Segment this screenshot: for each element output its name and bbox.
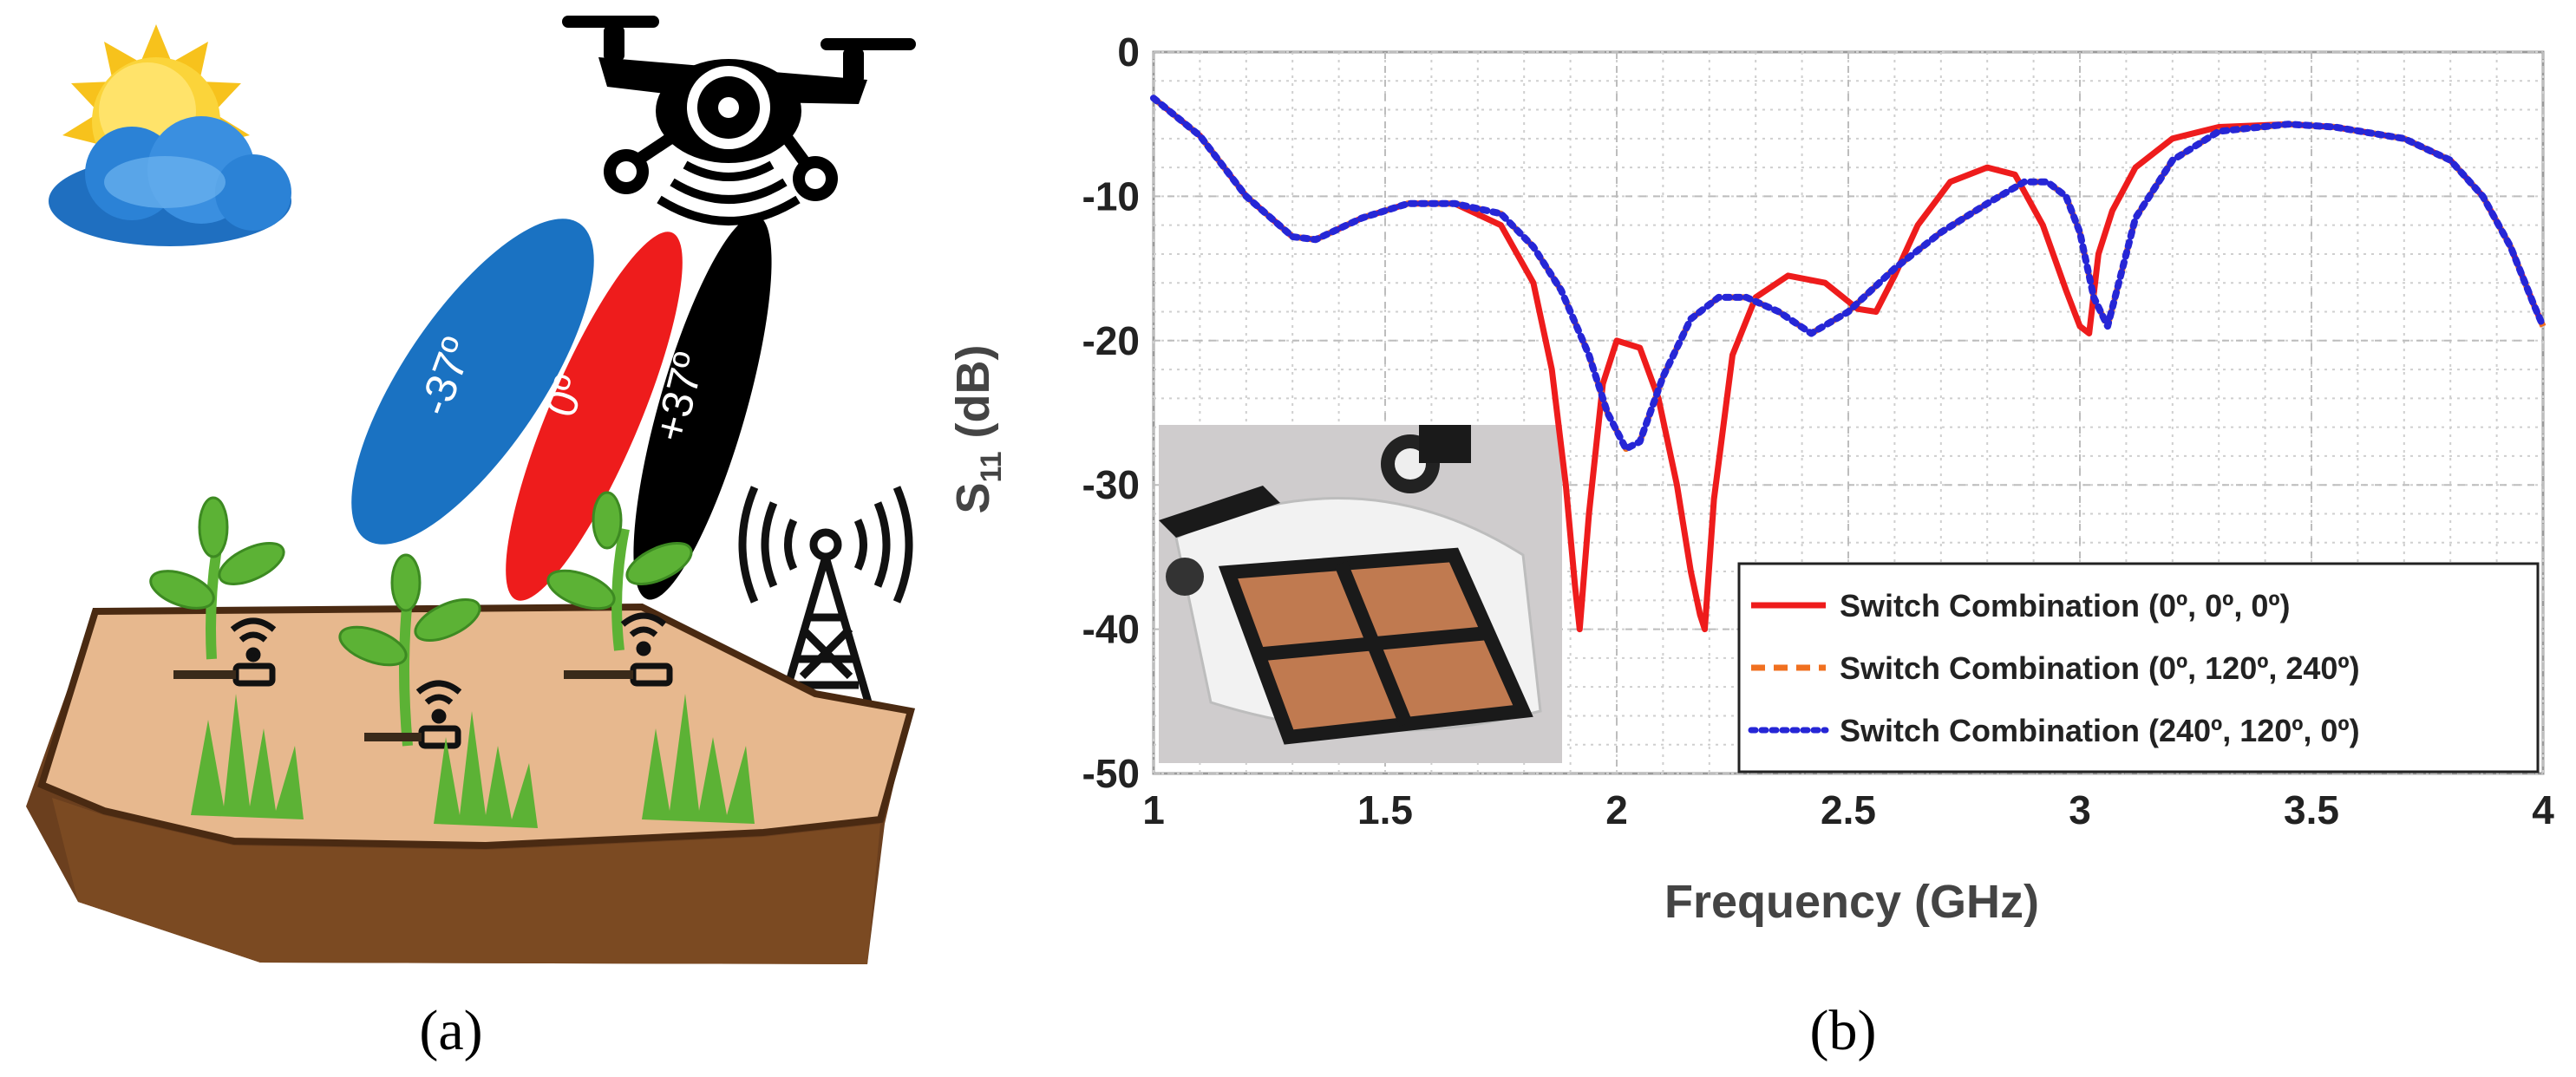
y-axis-title-unit: (dB) (947, 345, 999, 452)
y-axis-title-sub: 11 (975, 451, 1008, 482)
x-tick-label: 1 (1142, 787, 1165, 832)
cell-tower-icon (738, 486, 913, 713)
series-line-3 (1150, 95, 2547, 453)
panel-b-chart: 1 1.5 2 2.5 3 3.5 4 0 -10 -20 -30 -40 -50 Frequency… (947, 29, 2554, 1062)
legend-label-2: Switch Combination (0º, 120º, 240º) (1840, 650, 2360, 686)
y-axis-title-main: S (947, 482, 999, 513)
y-tick-label: -30 (1082, 462, 1140, 507)
y-tick-label: -20 (1082, 318, 1140, 363)
grass-icon (191, 694, 755, 828)
y-axis-title: S11 (dB) (947, 345, 1008, 514)
y-tick-label: 0 (1117, 29, 1140, 75)
x-tick-label: 3 (2069, 787, 2091, 832)
y-tick-label: -10 (1082, 173, 1140, 219)
cloud-icon (49, 116, 291, 246)
series-layer (1150, 95, 2547, 633)
series-line-1 (1151, 95, 2547, 633)
legend-label-3: Switch Combination (240º, 120º, 0º) (1840, 713, 2360, 748)
drone-icon (562, 16, 916, 225)
panel-a-illustration: -37º 0º +37º (26, 16, 916, 1062)
antenna-drone-photo (1159, 425, 1562, 763)
legend: Switch Combination (0º, 0º, 0º) Switch Co… (1737, 562, 2540, 773)
x-axis-ticks: 1 1.5 2 2.5 3 3.5 4 (1142, 787, 2554, 832)
wifi-sensor-icon (173, 612, 673, 749)
x-axis-title: Frequency (GHz) (1664, 876, 2039, 928)
y-tick-label: -50 (1082, 751, 1140, 796)
panel-a-label: (a) (419, 999, 482, 1062)
legend-label-1: Switch Combination (0º, 0º, 0º) (1840, 588, 2291, 623)
plant-icon (149, 491, 693, 747)
x-tick-label: 4 (2532, 787, 2554, 832)
x-tick-label: 3.5 (2284, 787, 2339, 832)
y-axis-ticks: 0 -10 -20 -30 -40 -50 (1082, 29, 1140, 796)
x-tick-label: 2 (1605, 787, 1628, 832)
x-tick-label: 2.5 (1821, 787, 1876, 832)
x-tick-label: 1.5 (1357, 787, 1413, 832)
beam-minus37: -37º (351, 219, 594, 545)
panel-b-label: (b) (1810, 999, 1877, 1062)
y-tick-label: -40 (1082, 607, 1140, 652)
beam-plus37: +37º (633, 215, 772, 600)
